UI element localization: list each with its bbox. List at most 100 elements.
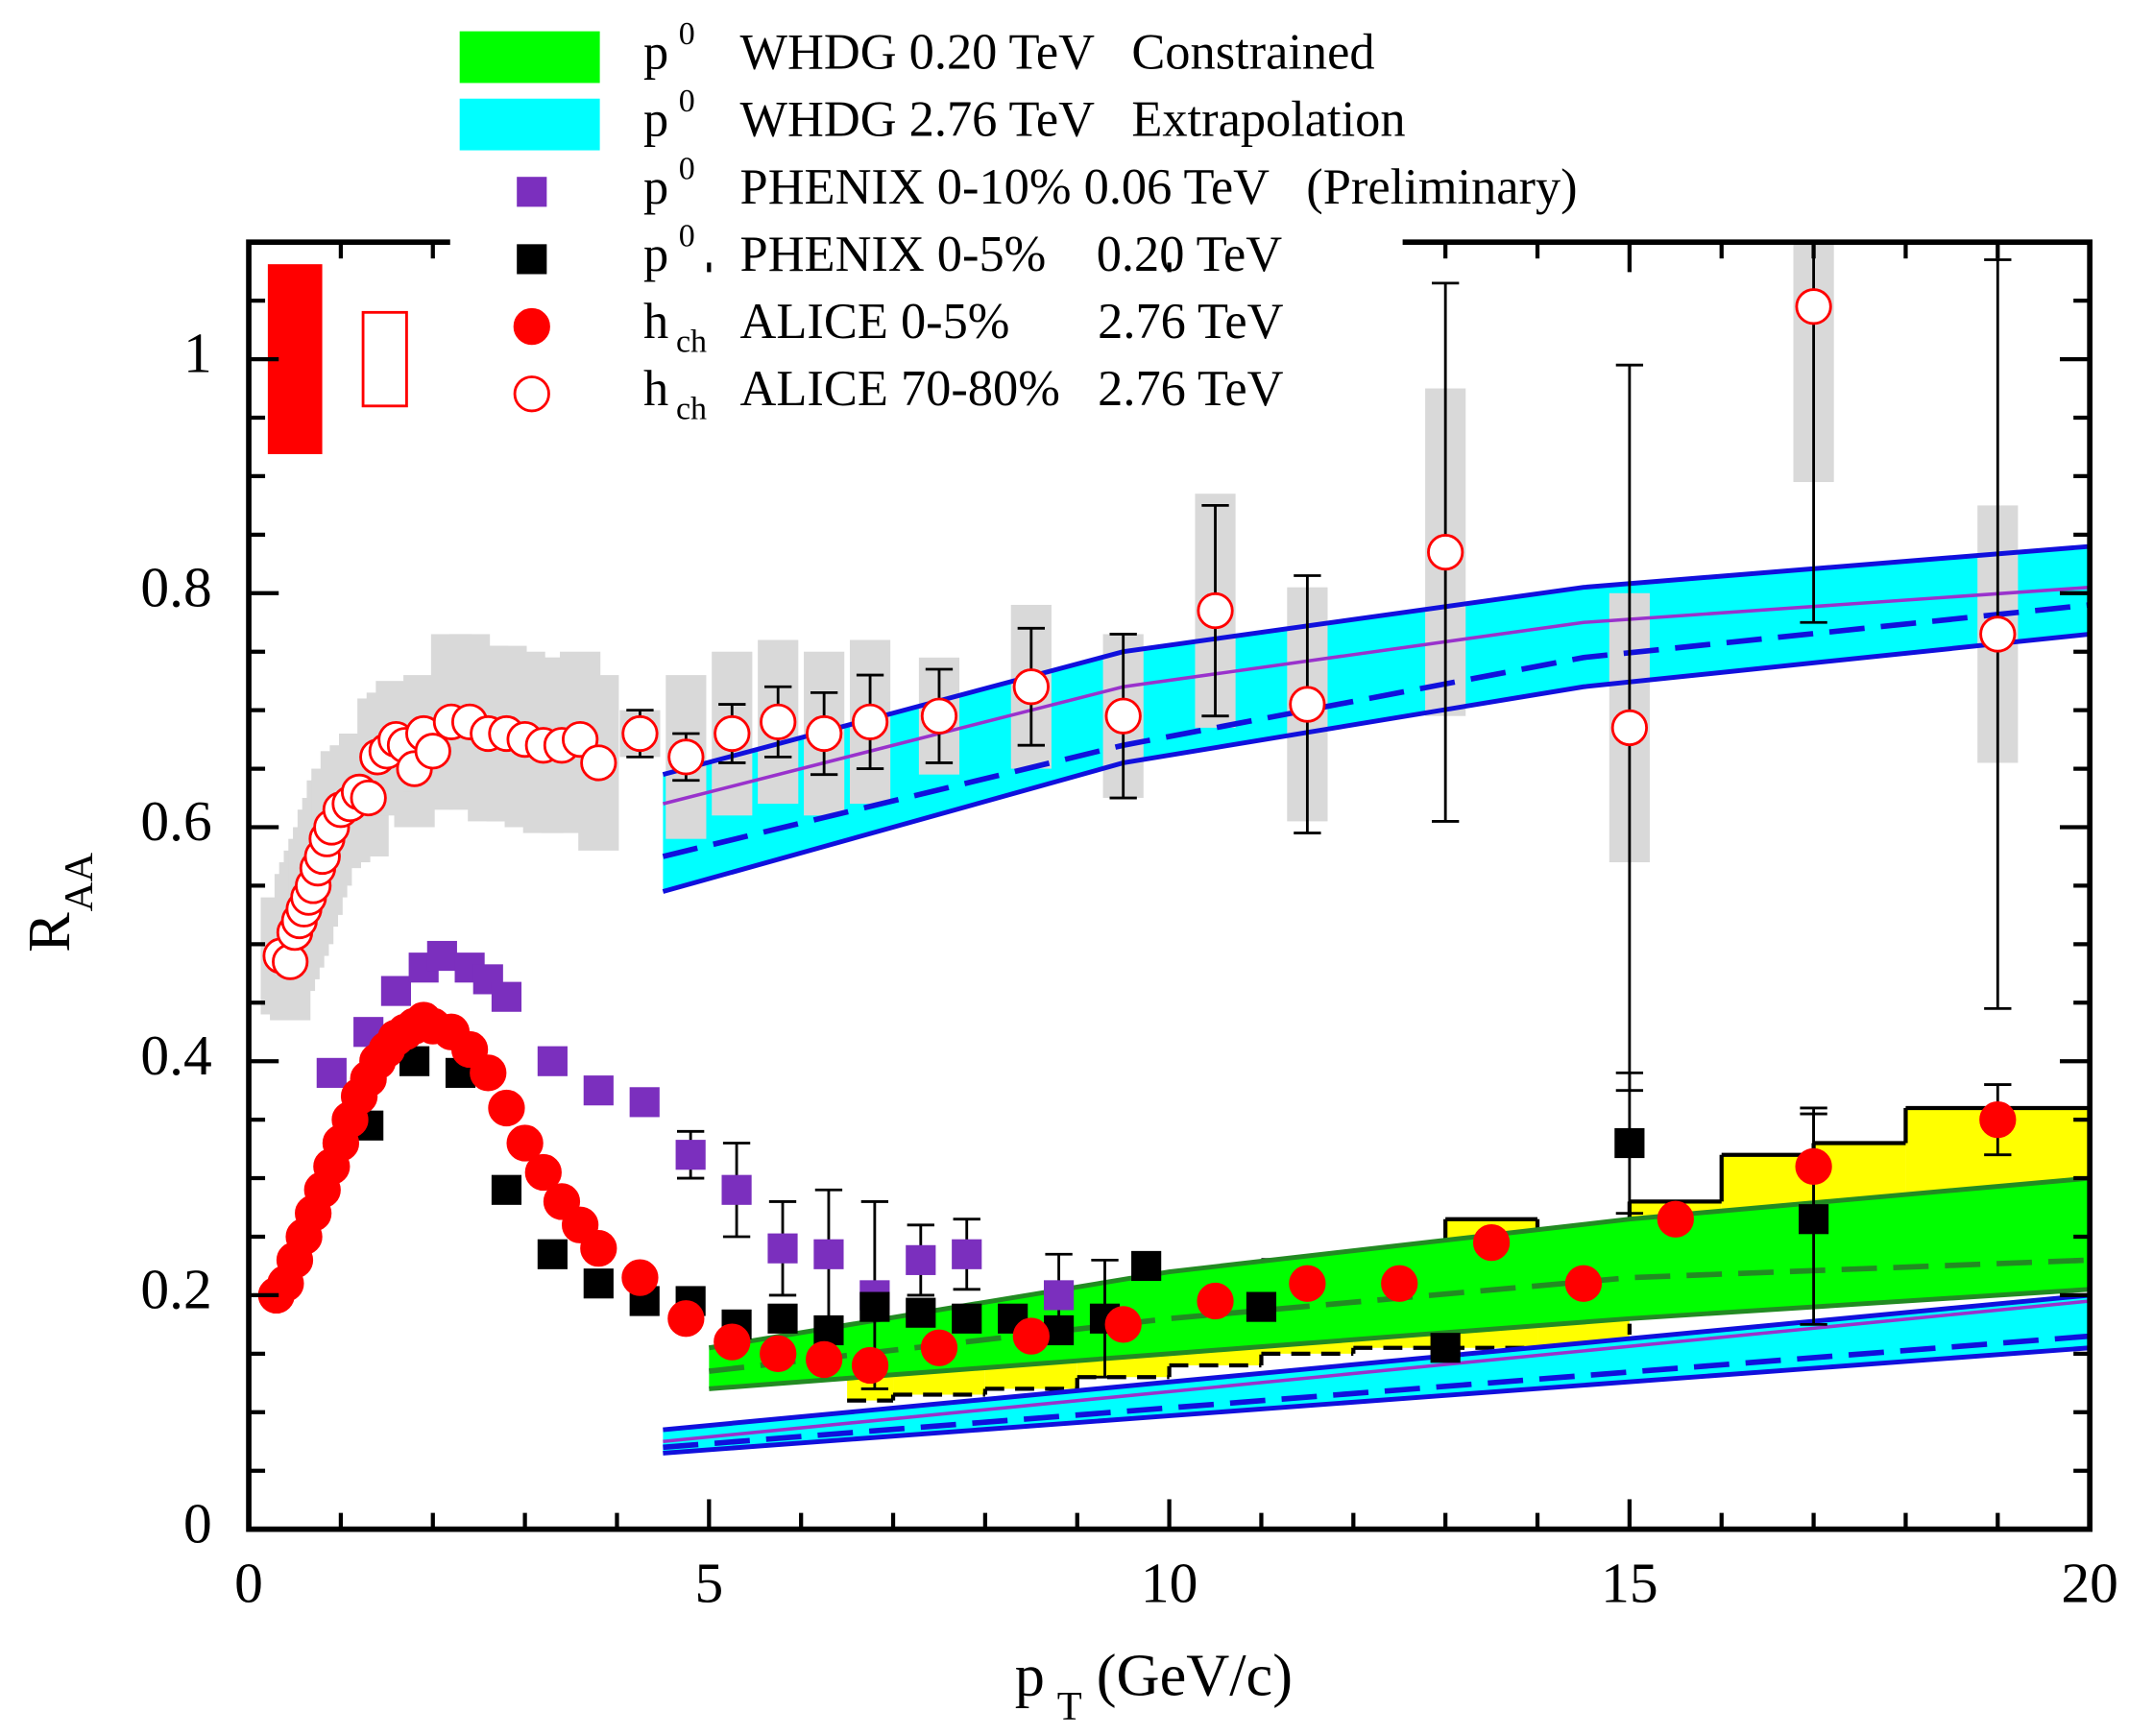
x-label-main: p: [1015, 1643, 1045, 1709]
legend-swatch: [459, 98, 600, 151]
data-point: [952, 1303, 982, 1334]
data-point: [767, 1303, 798, 1334]
y-label-main: R: [16, 912, 83, 952]
data-point: [1430, 1333, 1461, 1363]
band-edge: [662, 631, 2091, 894]
data-point: [470, 1054, 507, 1092]
legend-label: PHENIX 0-5% 0.20 TeV: [740, 227, 1283, 282]
band-center: [663, 1333, 2091, 1451]
data-point: [806, 1340, 843, 1379]
legend-label: ALICE 70-80% 2.76 TeV: [740, 361, 1284, 417]
x-tick-label: 0: [234, 1552, 263, 1615]
y-label: RAA: [16, 853, 102, 952]
legend-particle: h: [643, 361, 668, 417]
data-point: [851, 703, 889, 740]
data-point: [813, 1239, 844, 1269]
legend-sub: ch: [676, 324, 707, 359]
band-edge: [662, 543, 2091, 778]
data-point: [813, 1314, 844, 1346]
legend-marker: [513, 375, 550, 413]
data-point: [920, 1329, 958, 1366]
data-point: [721, 1174, 752, 1205]
data-point: [1197, 591, 1234, 630]
band-edge: [708, 1175, 2091, 1351]
legend-particle: p: [643, 25, 668, 81]
data-point: [1131, 1250, 1162, 1282]
data-point: [667, 1300, 705, 1338]
x-tick-label: 20: [2061, 1552, 2118, 1615]
x-label-rest: (GeV/c): [1097, 1643, 1293, 1709]
data-point: [506, 1124, 544, 1162]
data-point: [760, 1335, 797, 1372]
data-point: [1614, 1127, 1645, 1159]
band-edge: [709, 1287, 2091, 1391]
data-point: [629, 1087, 660, 1118]
legend-marker: [517, 177, 547, 207]
legend-label: WHDG 0.20 TeV Constrained: [740, 25, 1375, 81]
data-point: [537, 1046, 568, 1076]
data-point: [1610, 709, 1649, 747]
data-point: [1381, 1265, 1418, 1302]
data-point: [714, 714, 751, 753]
data-point: [1104, 1306, 1142, 1343]
legend-label: WHDG 2.76 TeV Extrapolation: [740, 92, 1406, 148]
data-point: [851, 1346, 889, 1385]
x-tick-label: 15: [1601, 1552, 1658, 1615]
y-tick-label: 0.2: [140, 1258, 211, 1321]
data-point: [621, 714, 659, 753]
legend-label: ALICE 0-5% 2.76 TeV: [740, 294, 1284, 350]
data-point: [1472, 1223, 1511, 1262]
data-point: [1012, 668, 1050, 706]
band-edge: [663, 1345, 2091, 1456]
data-point: [350, 779, 387, 817]
y-tick-label: 1: [183, 322, 212, 385]
legend-sup: 0: [679, 218, 695, 253]
data-point: [1104, 697, 1142, 735]
data-point: [583, 1268, 614, 1299]
data-point: [580, 744, 617, 782]
y-tick-label: 0.8: [140, 555, 211, 618]
data-point: [1979, 615, 2017, 653]
data-point: [580, 1230, 617, 1267]
x-tick-label: 10: [1141, 1552, 1198, 1615]
data-point: [491, 1174, 522, 1205]
data-point: [491, 981, 522, 1012]
data-point: [488, 1089, 525, 1127]
data-point: [1043, 1280, 1075, 1311]
plot-area: [257, 242, 2091, 1456]
data-point: [806, 714, 843, 753]
data-point: [760, 703, 797, 740]
data-point: [1289, 686, 1326, 723]
data-point: [1197, 1282, 1234, 1320]
legend-particle: p: [643, 92, 668, 148]
legend-marker: [517, 244, 547, 275]
legend-swatch: [459, 31, 600, 84]
y-tick-label: 0.4: [140, 1024, 211, 1087]
model-line: [662, 585, 2091, 806]
legend-sup: 0: [679, 84, 695, 119]
data-point: [524, 1153, 562, 1192]
data-point: [537, 1239, 568, 1269]
data-point: [767, 1233, 798, 1264]
y-tick-label: 0.6: [140, 789, 211, 853]
norm-box: [361, 310, 408, 408]
legend-label: PHENIX 0-10% 0.06 TeV (Preliminary): [740, 159, 1578, 215]
data-point: [1979, 1101, 2017, 1139]
model-line: [663, 1299, 2091, 1443]
data-point: [1795, 288, 1832, 326]
data-point: [414, 733, 451, 770]
band-center: [662, 602, 2091, 859]
data-point: [714, 1323, 751, 1361]
data-point: [1564, 1265, 1603, 1302]
legend-sup: 0: [679, 151, 695, 186]
data-point: [906, 1297, 936, 1328]
legend-background: [449, 224, 1403, 263]
data-point: [1657, 1200, 1694, 1238]
y-label-sub: AA: [57, 853, 102, 912]
data-point: [380, 976, 412, 1006]
legend-particle: h: [643, 294, 668, 350]
data-point: [1246, 1291, 1277, 1322]
data-point: [316, 1057, 347, 1088]
data-point: [426, 940, 457, 972]
